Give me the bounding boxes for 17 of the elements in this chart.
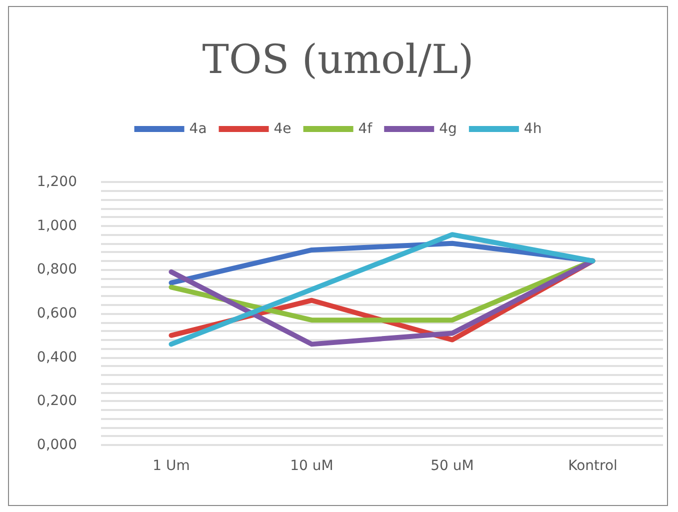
x-tick-label: 50 uM bbox=[430, 458, 474, 474]
y-tick-label: 0,000 bbox=[36, 437, 77, 453]
legend-label: 4h bbox=[524, 121, 542, 137]
x-tick-label: Kontrol bbox=[568, 458, 618, 474]
y-tick-label: 1,000 bbox=[36, 218, 77, 234]
x-tick-label: 10 uM bbox=[290, 458, 334, 474]
legend-label: 4f bbox=[358, 121, 374, 137]
y-tick-label: 0,400 bbox=[36, 349, 77, 366]
y-tick-label: 0,800 bbox=[36, 262, 77, 278]
chart-title: TOS (umol/L) bbox=[202, 37, 474, 83]
legend-label: 4g bbox=[439, 121, 457, 137]
legend-label: 4a bbox=[189, 121, 207, 137]
y-tick-label: 1,200 bbox=[36, 174, 77, 190]
legend-label: 4e bbox=[274, 121, 292, 137]
y-tick-label: 0,600 bbox=[36, 306, 77, 322]
y-tick-label: 0,200 bbox=[36, 393, 77, 410]
x-tick-label: 1 Um bbox=[152, 458, 190, 474]
